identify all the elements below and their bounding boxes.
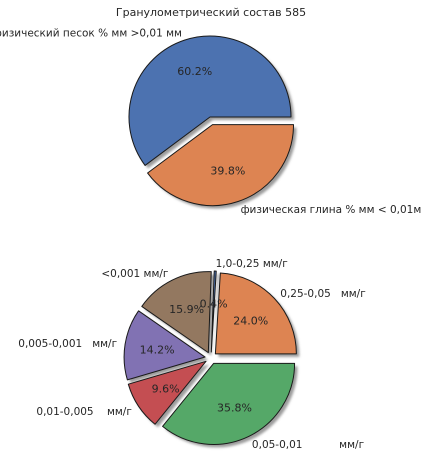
- slice-2-6-pct-label: 35.8%: [217, 401, 252, 414]
- slice-2-3-category-label: <0,001 мм/г: [101, 268, 168, 280]
- slice-2-3: [141, 271, 212, 354]
- slice-2-2-pct-label: 0.4%: [200, 297, 228, 310]
- slice-2-5-pct-label: 9.6%: [152, 382, 180, 395]
- pie-labels: 60.2% физический песок % мм >0,01 мм 39.8%…: [0, 27, 421, 216]
- slice-2-4-pct-label: 14.2%: [140, 343, 175, 356]
- slice-1-2: [147, 124, 295, 207]
- chart-title-1: Гранулометрический состав 585: [116, 6, 306, 19]
- slice-2-5-category-label: 0,01-0,005 мм/г: [36, 406, 131, 418]
- slice-2-1-pct-label: 24.0%: [233, 315, 268, 328]
- pie-labels: 24.0% 0,25-0,05 мм/г 0.4% 1,0-0,25 мм/г 15.9…: [18, 258, 365, 451]
- pie-slices: [123, 270, 297, 445]
- slice-1-1: [128, 35, 292, 166]
- slice-2-2-shadow: [214, 274, 220, 356]
- slice-2-4-category-label: 0,005-0,001 мм/г: [18, 338, 117, 350]
- slice-2-3-pct-label: 15.9%: [169, 303, 204, 316]
- slice-2-6-category-label: 0,05-0,01 мм/г: [252, 439, 364, 451]
- pie-slices: [128, 35, 295, 207]
- slice-2-2: [210, 270, 217, 353]
- slice-2-1: [214, 272, 297, 355]
- slice-2-4: [123, 310, 206, 381]
- slice-2-6: [162, 362, 296, 445]
- slice-1-1-pct-label: 60.2%: [177, 65, 212, 78]
- slice-2-5: [127, 360, 207, 425]
- slice-2-2-category-label: 1,0-0,25 мм/г: [216, 258, 288, 270]
- slice-1-2-category-label: физическая глина % мм < 0,01мм: [241, 204, 421, 216]
- pie-chart-1: 60.2% физический песок % мм >0,01 мм 39.8%…: [0, 27, 421, 216]
- pie-chart-2: 24.0% 0,25-0,05 мм/г 0.4% 1,0-0,25 мм/г 15.9…: [18, 258, 365, 451]
- slice-1-2-pct-label: 39.8%: [210, 165, 245, 178]
- slice-1-1-category-label: физический песок % мм >0,01 мм: [0, 27, 182, 39]
- slice-2-1-category-label: 0,25-0,05 мм/г: [280, 288, 365, 300]
